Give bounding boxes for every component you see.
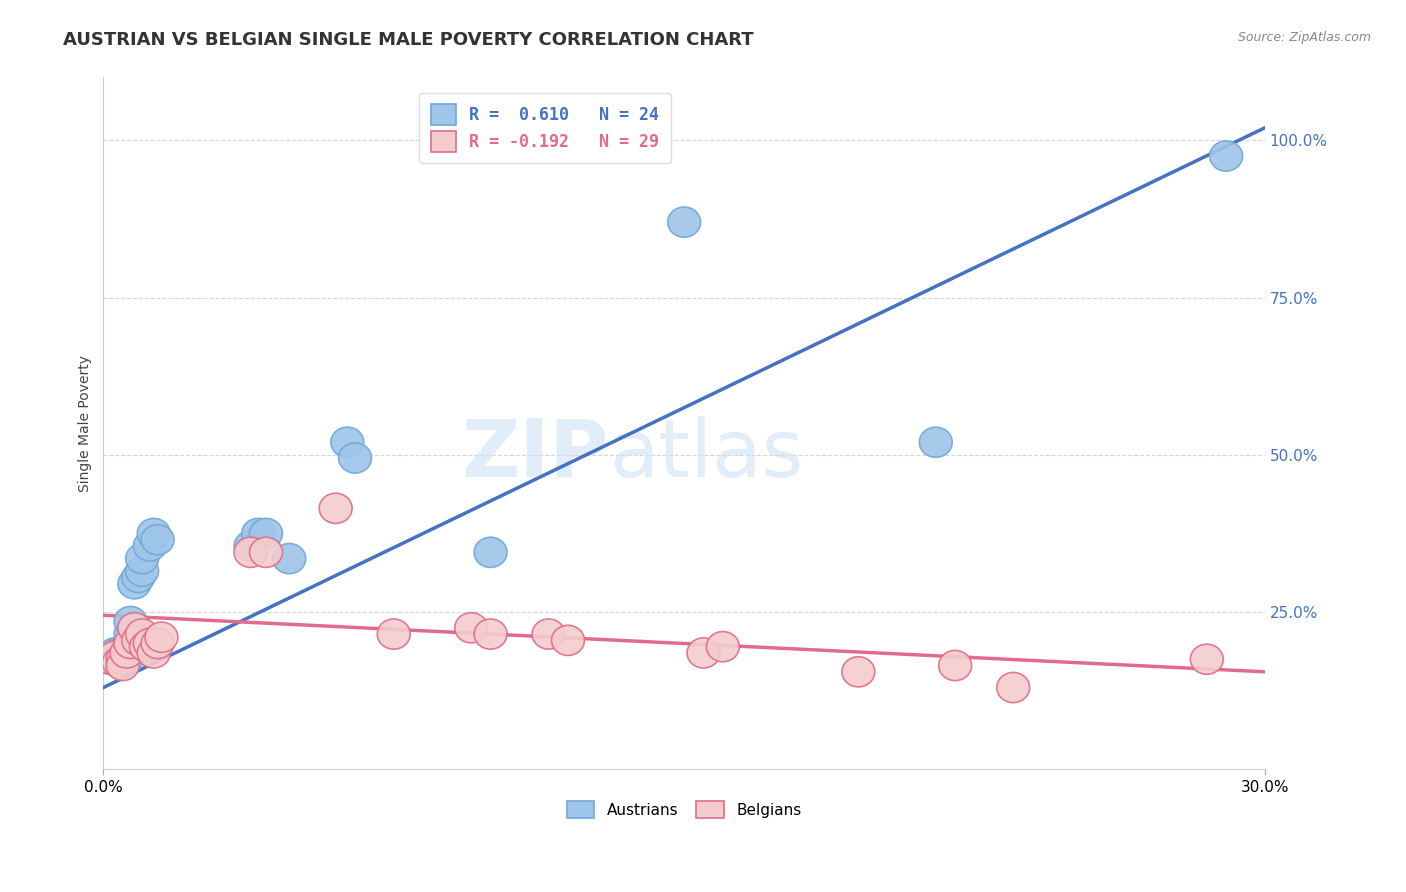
Ellipse shape	[531, 619, 565, 649]
Y-axis label: Single Male Poverty: Single Male Poverty	[79, 355, 93, 491]
Ellipse shape	[107, 644, 139, 674]
Text: ZIP: ZIP	[461, 416, 609, 493]
Ellipse shape	[1191, 644, 1223, 674]
Ellipse shape	[134, 531, 166, 561]
Ellipse shape	[107, 650, 139, 681]
Ellipse shape	[233, 531, 267, 561]
Ellipse shape	[1209, 141, 1243, 171]
Ellipse shape	[103, 648, 135, 678]
Ellipse shape	[129, 632, 163, 662]
Ellipse shape	[122, 562, 155, 592]
Ellipse shape	[141, 629, 174, 658]
Ellipse shape	[339, 442, 371, 473]
Ellipse shape	[134, 629, 166, 658]
Ellipse shape	[688, 638, 720, 668]
Ellipse shape	[145, 622, 179, 652]
Ellipse shape	[94, 644, 128, 674]
Ellipse shape	[249, 518, 283, 549]
Legend: Austrians, Belgians: Austrians, Belgians	[561, 795, 807, 824]
Ellipse shape	[377, 619, 411, 649]
Ellipse shape	[242, 518, 274, 549]
Ellipse shape	[141, 524, 174, 555]
Ellipse shape	[125, 556, 159, 586]
Ellipse shape	[103, 638, 135, 668]
Ellipse shape	[138, 638, 170, 668]
Ellipse shape	[319, 493, 352, 524]
Ellipse shape	[114, 607, 148, 637]
Ellipse shape	[94, 644, 128, 674]
Ellipse shape	[98, 641, 131, 671]
Text: AUSTRIAN VS BELGIAN SINGLE MALE POVERTY CORRELATION CHART: AUSTRIAN VS BELGIAN SINGLE MALE POVERTY …	[63, 31, 754, 49]
Ellipse shape	[474, 619, 508, 649]
Ellipse shape	[98, 638, 131, 668]
Ellipse shape	[668, 207, 700, 237]
Ellipse shape	[114, 629, 148, 658]
Ellipse shape	[706, 632, 740, 662]
Text: Source: ZipAtlas.com: Source: ZipAtlas.com	[1237, 31, 1371, 45]
Ellipse shape	[920, 427, 952, 458]
Ellipse shape	[551, 625, 585, 656]
Text: atlas: atlas	[609, 416, 803, 493]
Ellipse shape	[330, 427, 364, 458]
Ellipse shape	[249, 537, 283, 567]
Ellipse shape	[454, 613, 488, 643]
Ellipse shape	[125, 543, 159, 574]
Ellipse shape	[125, 619, 159, 649]
Ellipse shape	[138, 518, 170, 549]
Ellipse shape	[842, 657, 875, 687]
Ellipse shape	[107, 638, 139, 668]
Ellipse shape	[474, 537, 508, 567]
Ellipse shape	[118, 613, 150, 643]
Ellipse shape	[118, 569, 150, 599]
Ellipse shape	[110, 638, 143, 668]
Ellipse shape	[110, 644, 143, 674]
Ellipse shape	[114, 619, 148, 649]
Ellipse shape	[939, 650, 972, 681]
Ellipse shape	[122, 625, 155, 656]
Ellipse shape	[997, 673, 1029, 703]
Ellipse shape	[233, 537, 267, 567]
Ellipse shape	[273, 543, 305, 574]
